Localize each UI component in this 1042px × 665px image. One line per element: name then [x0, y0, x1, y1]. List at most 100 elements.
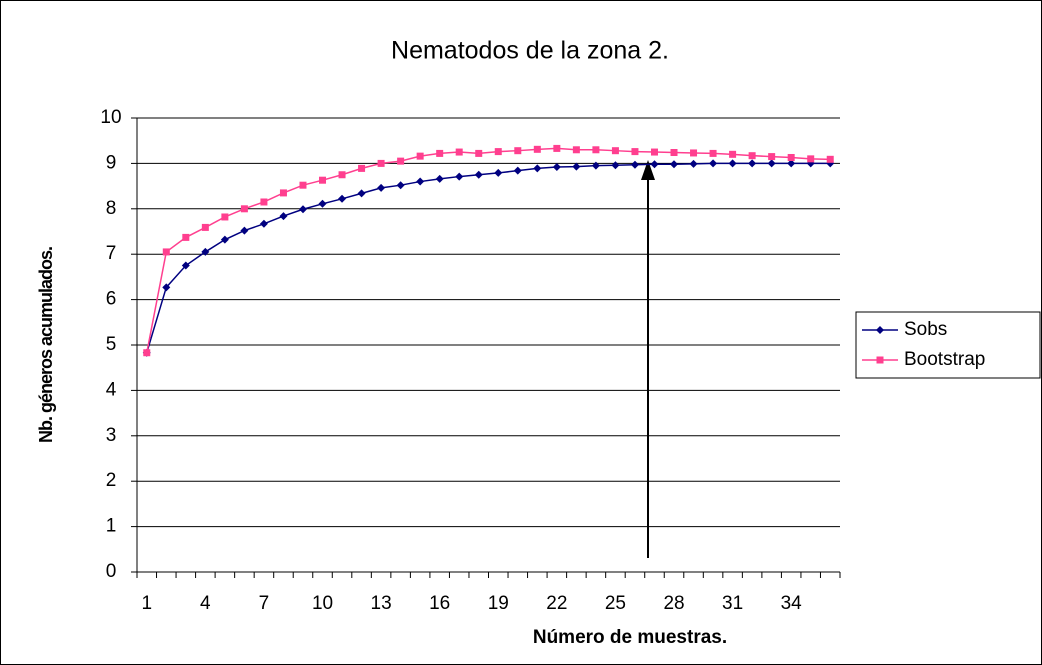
- data-point: [181, 261, 190, 270]
- y-tick-label: 10: [100, 107, 121, 128]
- x-tick-label: 34: [781, 593, 803, 614]
- data-point: [591, 161, 600, 170]
- data-point: [162, 248, 170, 256]
- series: [143, 144, 834, 357]
- data-point: [690, 149, 698, 157]
- x-tick-label: 25: [605, 593, 626, 614]
- y-tick-label: 6: [106, 289, 117, 310]
- chart-title: Nematodos de la zona 2.: [391, 37, 669, 65]
- x-tick-label: 1: [141, 593, 152, 614]
- data-point: [552, 163, 561, 172]
- data-point: [748, 159, 757, 168]
- x-tick-label: 10: [312, 593, 333, 614]
- data-point: [650, 148, 658, 156]
- data-point: [260, 198, 268, 206]
- data-point: [358, 164, 366, 172]
- data-point: [787, 153, 795, 161]
- data-point: [729, 150, 737, 158]
- x-tick-label: 7: [259, 593, 270, 614]
- data-point: [787, 159, 796, 168]
- data-point: [630, 160, 639, 169]
- data-point: [259, 219, 268, 228]
- data-point: [826, 155, 834, 163]
- data-point: [162, 283, 171, 292]
- x-tick-label: 13: [371, 593, 392, 614]
- data-point: [807, 155, 815, 163]
- data-point: [338, 171, 346, 179]
- data-point: [377, 159, 385, 167]
- data-point: [670, 149, 678, 157]
- x-tick-label: 4: [200, 593, 211, 614]
- x-tick-label: 16: [429, 593, 450, 614]
- data-point: [514, 147, 522, 155]
- data-point: [475, 149, 483, 157]
- data-point: [220, 235, 229, 244]
- x-tick-label: 19: [488, 593, 509, 614]
- data-point: [533, 145, 541, 153]
- data-point: [611, 161, 620, 170]
- data-point: [689, 159, 698, 168]
- y-tick-label: 8: [106, 198, 117, 219]
- data-point: [748, 152, 756, 160]
- data-point: [221, 213, 229, 221]
- data-point: [435, 174, 444, 183]
- y-tick-label: 0: [106, 561, 117, 582]
- data-point: [318, 199, 327, 208]
- y-tick-label: 4: [106, 379, 117, 400]
- data-point: [182, 233, 190, 241]
- data-point: [201, 247, 210, 256]
- x-axis-label: Número de muestras.: [533, 627, 727, 648]
- y-tick-label: 1: [106, 516, 117, 537]
- data-point: [572, 162, 581, 171]
- data-point: [319, 176, 327, 184]
- data-point: [592, 146, 600, 154]
- y-tick-label: 7: [106, 243, 117, 264]
- legend-marker: [876, 326, 884, 334]
- data-point: [767, 159, 776, 168]
- data-point: [474, 170, 483, 179]
- data-point: [240, 226, 249, 235]
- data-point: [436, 149, 444, 157]
- data-point: [611, 147, 619, 155]
- data-point: [416, 152, 424, 160]
- data-point: [357, 189, 366, 198]
- series: [142, 159, 835, 357]
- legend-marker: [876, 356, 884, 364]
- y-tick-label: 3: [106, 425, 117, 446]
- data-point: [709, 149, 717, 157]
- data-point: [455, 148, 463, 156]
- data-point: [728, 159, 737, 168]
- legend-label: Sobs: [904, 319, 947, 340]
- y-tick-label: 2: [106, 470, 117, 491]
- data-point: [279, 212, 288, 221]
- x-tick-label: 22: [546, 593, 567, 614]
- data-point: [572, 146, 580, 154]
- y-tick-label: 9: [106, 152, 117, 173]
- legend-label: Bootstrap: [904, 349, 985, 370]
- data-point: [494, 148, 502, 156]
- data-point: [631, 148, 639, 156]
- data-point: [709, 159, 718, 168]
- y-tick-label: 5: [106, 334, 117, 355]
- data-point: [533, 164, 542, 173]
- y-axis-label: Nb. géneros acumulados.: [36, 247, 56, 443]
- data-point: [455, 172, 464, 181]
- data-point: [416, 177, 425, 186]
- data-point: [513, 166, 522, 175]
- data-point: [377, 183, 386, 192]
- data-point: [494, 168, 503, 177]
- arrow-head: [641, 160, 655, 180]
- data-point: [338, 194, 347, 203]
- data-point: [396, 181, 405, 190]
- data-point: [279, 189, 287, 197]
- data-point: [299, 181, 307, 189]
- data-point: [143, 349, 151, 357]
- x-tick-label: 31: [722, 593, 743, 614]
- data-point: [670, 160, 679, 169]
- data-point: [553, 144, 561, 152]
- legend: [855, 311, 1041, 379]
- data-point: [650, 160, 659, 169]
- data-point: [298, 205, 307, 214]
- x-tick-label: 28: [663, 593, 684, 614]
